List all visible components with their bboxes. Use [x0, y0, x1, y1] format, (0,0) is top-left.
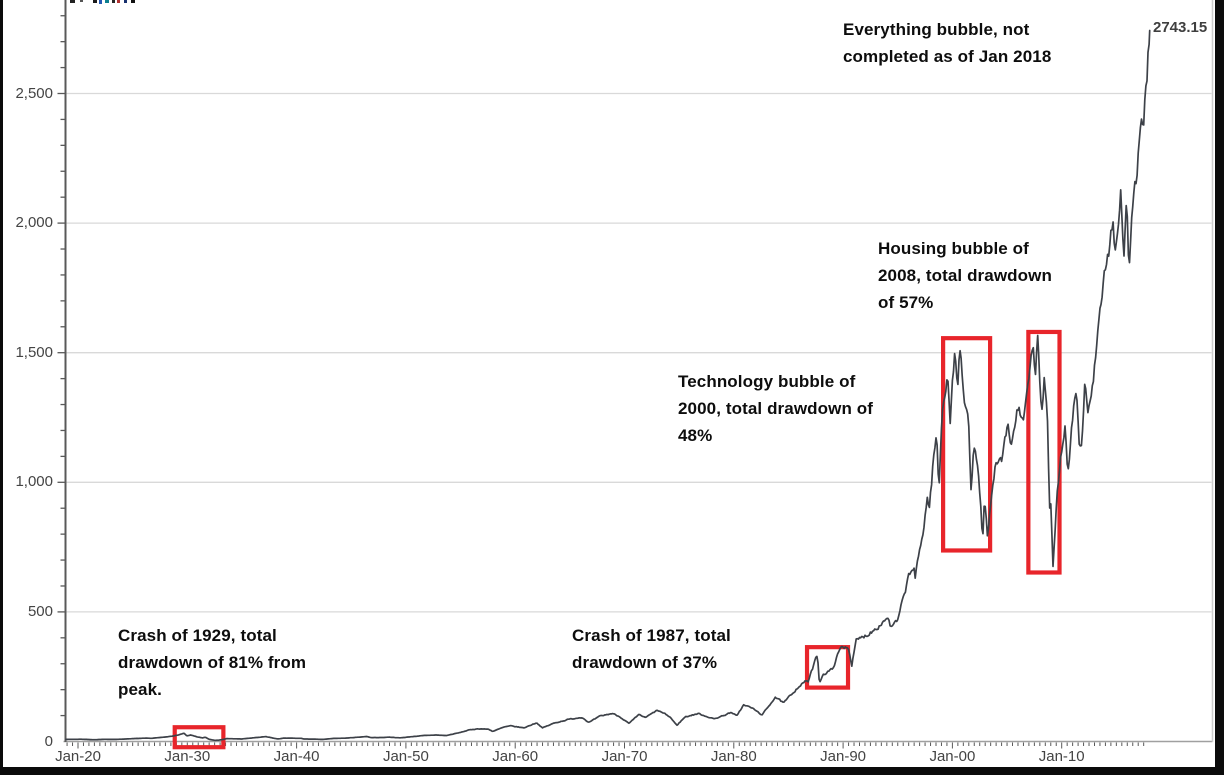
clipped-content-fragment	[93, 0, 97, 3]
crash-1929-box	[172, 725, 226, 750]
clipped-content-fragment	[99, 0, 102, 4]
y-axis-label: 2,000	[15, 214, 53, 232]
window-border-bottom	[0, 767, 1224, 775]
x-axis-label: Jan-40	[273, 748, 320, 765]
clipped-content-fragment	[124, 0, 127, 3]
x-axis-label: Jan-30	[164, 748, 211, 765]
x-axis-label: Jan-60	[492, 748, 539, 765]
annotation-tech-bubble: Technology bubble of 2000, total drawdow…	[678, 372, 873, 445]
window-border-left	[0, 0, 3, 775]
y-axis-label: 500	[27, 602, 53, 620]
clipped-content-fragment	[131, 0, 135, 3]
housing-2008-box	[1026, 329, 1062, 575]
x-axis-label: Jan-50	[382, 748, 429, 765]
y-axis-label: 2,500	[15, 84, 53, 102]
clipped-content-fragment	[117, 0, 120, 3]
x-axis-label: Jan-70	[601, 748, 648, 765]
y-axis-label: 1,500	[15, 343, 53, 361]
price-line	[65, 29, 1151, 742]
tech-2000-box	[941, 336, 993, 553]
x-axis-label: Jan-00	[929, 748, 976, 765]
window-border-right	[1215, 0, 1224, 775]
clipped-content-fragment	[80, 0, 83, 2]
x-axis-label: Jan-20	[55, 748, 101, 765]
y-axis-label: 1,000	[15, 473, 53, 491]
crash-1987-box	[804, 645, 851, 690]
x-axis-label: Jan-10	[1038, 748, 1085, 765]
x-axis-label: Jan-90	[820, 748, 867, 765]
y-axis-label: 0	[44, 732, 53, 750]
x-axis-label: Jan-80	[710, 748, 757, 765]
clipped-content-fragment	[105, 0, 109, 3]
last-price-label: 2743.15	[1153, 19, 1208, 36]
annotation-housing-bubble: Housing bubble of 2008, total drawdown o…	[878, 239, 1052, 312]
clipped-content-fragment	[112, 0, 115, 3]
clipped-content-fragment	[70, 0, 75, 3]
annotation-crash-1987: Crash of 1987, total drawdown of 37%	[572, 626, 731, 672]
annotation-everything-bubble: Everything bubble, not completed as of J…	[843, 20, 1052, 66]
annotation-crash-1929: Crash of 1929, total drawdown of 81% fro…	[118, 626, 307, 699]
